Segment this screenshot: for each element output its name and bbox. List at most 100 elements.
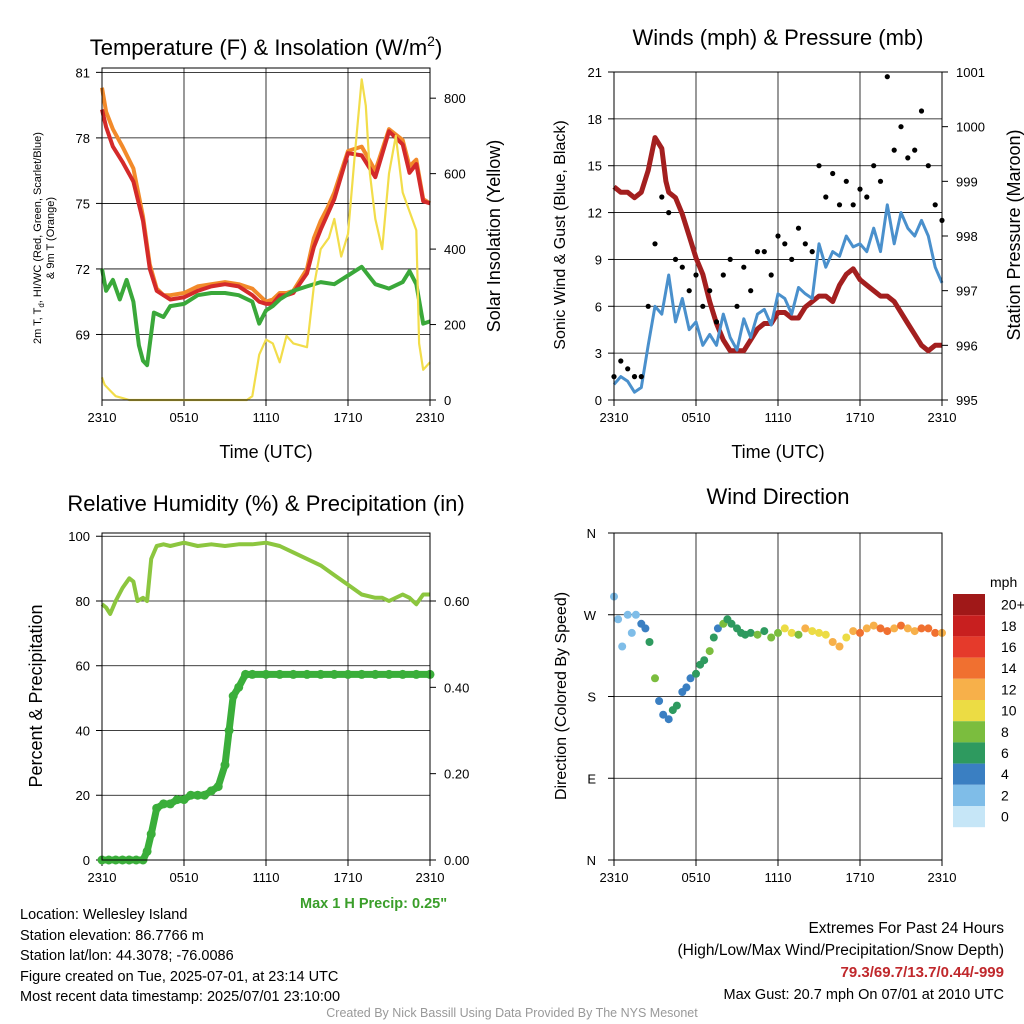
wdir-ytick-label: N <box>587 853 596 868</box>
legend-label: 18 <box>1001 618 1017 634</box>
wdir-point <box>917 624 926 633</box>
legend-swatch <box>953 763 985 785</box>
wdir-xtick-label: 0510 <box>682 870 711 885</box>
rh-ytick-right-label: 0.20 <box>444 767 469 782</box>
gust-point <box>836 202 843 208</box>
wdir-frame <box>613 532 943 861</box>
wdir-point <box>869 621 878 630</box>
gust-point <box>802 241 808 247</box>
gust-point <box>652 241 658 247</box>
legend-swatch <box>953 742 985 764</box>
temp-plot-area: 69 72 75 78 81 0 200 400 600 800 2310 0510 1110 1710 2… <box>76 65 466 425</box>
wdir-point <box>664 715 673 724</box>
gust-point <box>700 303 706 309</box>
temp-xtick-label: 1710 <box>334 410 363 425</box>
legend-swatch <box>953 700 985 722</box>
extremes-line2: (High/Low/Max Wind/Precipitation/Snow De… <box>677 942 1005 959</box>
rh-ytick-right-label: 0.40 <box>444 680 469 695</box>
temp-ytick-label: 72 <box>76 262 90 277</box>
wdir-point <box>753 630 762 639</box>
precip-point <box>398 669 408 679</box>
extremes-gust: Max Gust: 20.7 mph On 07/01 at 2010 UTC <box>723 987 1004 1003</box>
legend-swatch <box>953 615 985 637</box>
winds-ytick-right-label: 996 <box>956 338 978 353</box>
gust-point <box>720 272 726 278</box>
gust-point <box>693 272 699 278</box>
precip-point <box>152 803 162 813</box>
gust-point <box>727 256 733 262</box>
info-location: Location: Wellesley Island <box>20 907 188 923</box>
series-2m-t <box>100 109 431 306</box>
temp-ytick-right-label: 200 <box>444 318 466 333</box>
winds-ytick-right-label: 998 <box>956 229 978 244</box>
series-sonic-wind <box>612 203 944 394</box>
wdir-point <box>655 697 664 705</box>
gust-point <box>789 256 795 262</box>
gust-point <box>823 194 829 200</box>
gust-point <box>768 272 774 278</box>
temp-ytick-label: 69 <box>76 327 90 342</box>
temp-xtick-label: 0510 <box>170 410 199 425</box>
wdir-point <box>760 627 769 636</box>
wdir-ytick-label: W <box>584 608 597 623</box>
precip-point <box>142 846 152 856</box>
precip-point <box>165 799 175 809</box>
wdir-point <box>910 627 919 636</box>
winds-title: Winds (mph) & Pressure (mb) <box>633 25 924 50</box>
temp-ytick-label: 81 <box>76 65 90 80</box>
temp-xtick-label: 2310 <box>88 410 117 425</box>
wdir-point <box>682 683 691 692</box>
station-info: Location: Wellesley Island Station eleva… <box>20 905 340 1008</box>
gust-point <box>843 178 849 184</box>
wdir-point <box>883 627 892 636</box>
rh-xtick-label: 1110 <box>253 870 280 885</box>
temp-ylabel-right: Solar Insolation (Yellow) <box>484 140 504 332</box>
gust-point <box>850 202 856 208</box>
wdir-point <box>849 627 858 636</box>
precip-point <box>316 669 326 679</box>
wdir-point <box>686 674 695 683</box>
gust-point <box>638 374 644 380</box>
winds-plot-area: 0 3 6 9 12 15 18 21 995 996 997 998 999 1000 1001 2310 0… <box>588 65 985 425</box>
wdir-xtick-label: 2310 <box>600 870 629 885</box>
gust-point <box>871 163 877 169</box>
temp-xlabel: Time (UTC) <box>219 442 312 462</box>
precip-point <box>200 790 209 800</box>
temp-title: Temperature (F) & Insolation (W/m2) <box>90 33 443 60</box>
legend-swatch <box>953 678 985 700</box>
rh-ytick-label: 100 <box>68 529 90 544</box>
wdir-ytick-label: E <box>587 771 596 786</box>
wdir-point <box>897 621 905 630</box>
legend-swatch <box>953 657 985 679</box>
legend-swatch <box>953 636 985 658</box>
wdir-point <box>645 638 654 646</box>
gust-point <box>775 233 781 239</box>
winds-ytick-right-label: 995 <box>956 393 978 408</box>
gust-point <box>754 249 761 255</box>
gust-point <box>741 264 747 270</box>
rh-plot-area: 0 20 40 60 80 100 0.00 0.20 0.40 0.60 2310 0510 1110… <box>68 529 469 885</box>
precip-point <box>228 691 238 701</box>
gust-point <box>830 170 836 177</box>
winds-ytick-label: 0 <box>595 393 602 408</box>
winds-ytick-label: 12 <box>588 206 602 221</box>
rh-frame <box>101 532 431 861</box>
winds-ytick-label: 15 <box>588 159 602 174</box>
wdir-point <box>641 624 650 633</box>
precip-point <box>234 682 244 692</box>
wdir-point <box>815 628 823 637</box>
rh-xtick-label: 2310 <box>88 870 117 885</box>
winds-ytick-right-label: 999 <box>956 174 978 189</box>
wdir-ytick-label: S <box>587 690 596 705</box>
gust-point <box>782 241 788 247</box>
precip-point <box>241 669 250 679</box>
temp-panel: Temperature (F) & Insolation (W/m2) 69 72… <box>32 33 504 462</box>
wdir-point <box>746 628 755 637</box>
winds-ytick-label: 21 <box>588 65 602 80</box>
info-recent: Most recent data timestamp: 2025/07/01 2… <box>20 989 341 1005</box>
rh-ytick-right-label: 0.00 <box>444 853 469 868</box>
temp-ytick-label: 78 <box>76 131 90 146</box>
winds-xtick-label: 1110 <box>765 410 792 425</box>
precip-point <box>224 726 234 735</box>
